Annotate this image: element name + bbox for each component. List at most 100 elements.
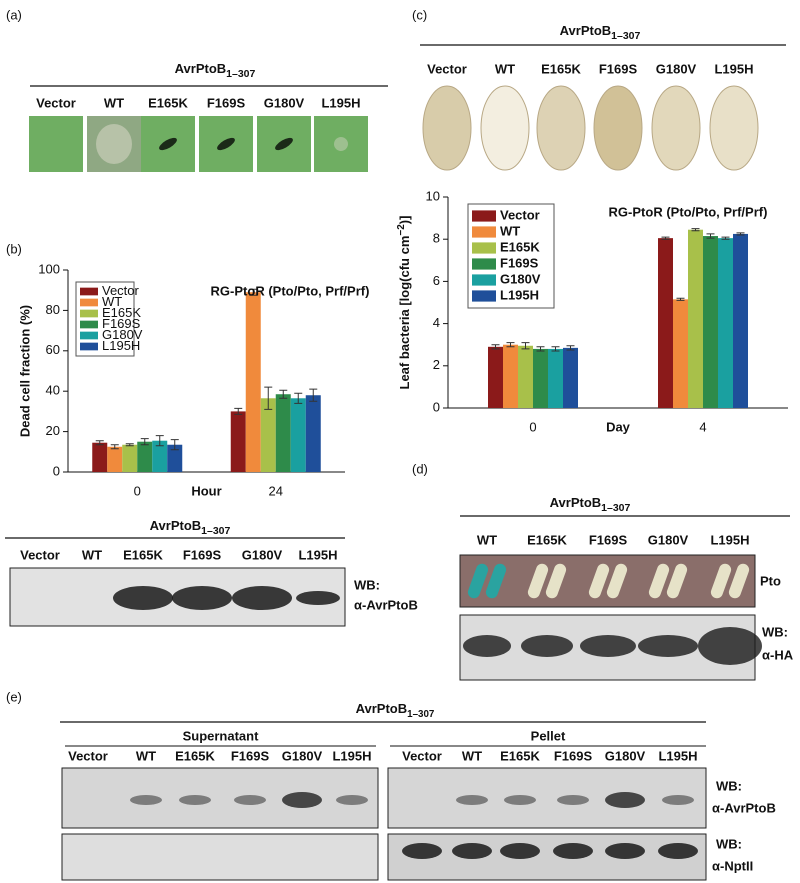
title-main: AvrPtoB: [175, 61, 227, 76]
error-bar: [140, 438, 149, 446]
error-bar: [521, 342, 530, 350]
title-main: AvrPtoB: [560, 23, 612, 38]
bar: [533, 348, 548, 408]
lane-label: G180V: [648, 532, 689, 547]
panel-title: AvrPtoB1–307: [560, 23, 641, 41]
legend-label: WT: [500, 223, 520, 238]
band: [662, 795, 694, 805]
lane-label: F169S: [183, 547, 222, 562]
group-label: Pellet: [531, 728, 566, 743]
bar: [137, 441, 153, 472]
error-bar: [170, 439, 179, 451]
lane-label: G180V: [656, 61, 697, 76]
error-bar: [294, 392, 303, 404]
error-bar: [676, 297, 685, 301]
yeast-patch: [710, 563, 732, 599]
error-bar: [661, 236, 670, 240]
error-bar: [536, 346, 545, 352]
lane-label: Vector: [427, 61, 467, 76]
legend-swatch: [80, 342, 98, 351]
x-tick-label: 0: [134, 483, 141, 498]
title-main: AvrPtoB: [550, 495, 602, 510]
y-tick-label: 80: [46, 302, 60, 317]
y-tick-label: 8: [433, 231, 440, 246]
bar: [658, 238, 673, 408]
bar: [305, 395, 321, 472]
panel-label: (b): [6, 241, 22, 256]
error-bar: [706, 233, 715, 239]
lane-label: WT: [104, 95, 124, 110]
legend-label: F169S: [500, 255, 539, 270]
yeast-patch: [588, 563, 610, 599]
error-bar: [110, 444, 119, 450]
band: [605, 843, 645, 859]
legend-swatch: [80, 331, 98, 340]
error-bar: [309, 388, 318, 402]
bar: [703, 236, 718, 408]
wb-label: α-HA: [762, 647, 794, 662]
legend-swatch: [472, 290, 496, 302]
bar: [518, 345, 533, 408]
legend-swatch: [80, 298, 98, 307]
legend-label: WT: [102, 294, 122, 309]
band: [553, 843, 593, 859]
legend-swatch: [472, 274, 496, 286]
title-main: AvrPtoB: [150, 518, 202, 533]
title-main: AvrPtoB: [356, 701, 408, 716]
bar: [733, 233, 748, 408]
band: [282, 792, 322, 808]
lane-label: F169S: [599, 61, 638, 76]
lane-label: F169S: [589, 532, 628, 547]
lane-label: E165K: [541, 61, 581, 76]
band: [113, 586, 173, 610]
error-bar: [279, 389, 288, 399]
error-bar: [551, 346, 560, 352]
legend-label: E165K: [500, 239, 540, 254]
error-bar: [506, 342, 515, 348]
y-tick-label: 0: [53, 463, 60, 478]
y-tick-label: 2: [433, 357, 440, 372]
band: [698, 627, 762, 665]
lane-label: Vector: [402, 748, 442, 763]
lane-label: WT: [462, 748, 482, 763]
y-tick-label: 40: [46, 383, 60, 398]
band: [638, 635, 698, 657]
bar: [260, 398, 276, 472]
bar: [152, 440, 168, 472]
error-bar: [95, 440, 104, 446]
panel-title: AvrPtoB1–307: [356, 701, 435, 719]
yeast-plate: [459, 554, 756, 608]
wb-label: α-AvrPtoB: [712, 800, 776, 815]
lane-label: Vector: [36, 95, 76, 110]
title-sub: 1–307: [201, 525, 230, 537]
bar: [718, 238, 733, 408]
wb-label: α-AvrPtoB: [354, 597, 418, 612]
leaf-image: [536, 85, 586, 171]
wb-label: WB:: [716, 836, 742, 851]
band: [179, 795, 211, 805]
lane-label: L195H: [710, 532, 749, 547]
band: [557, 795, 589, 805]
band: [232, 586, 292, 610]
leaf-image: [651, 85, 701, 171]
band: [172, 586, 232, 610]
lesion: [96, 124, 132, 164]
band: [130, 795, 162, 805]
band: [452, 843, 492, 859]
legend-label: G180V: [500, 271, 541, 286]
yeast-patch: [527, 563, 549, 599]
leaf-image: [709, 85, 759, 171]
x-tick-label: 0: [529, 419, 536, 434]
legend-swatch: [472, 210, 496, 222]
yeast-patch: [467, 563, 489, 599]
band: [605, 792, 645, 808]
x-tick-label: 4: [699, 419, 706, 434]
row-label: Pto: [760, 573, 781, 588]
yeast-patch: [606, 563, 628, 599]
leaf-image: [422, 85, 472, 171]
y-tick-label: 100: [38, 261, 60, 276]
bar: [488, 346, 503, 408]
lane-label: G180V: [264, 95, 305, 110]
lane-label: L195H: [298, 547, 337, 562]
